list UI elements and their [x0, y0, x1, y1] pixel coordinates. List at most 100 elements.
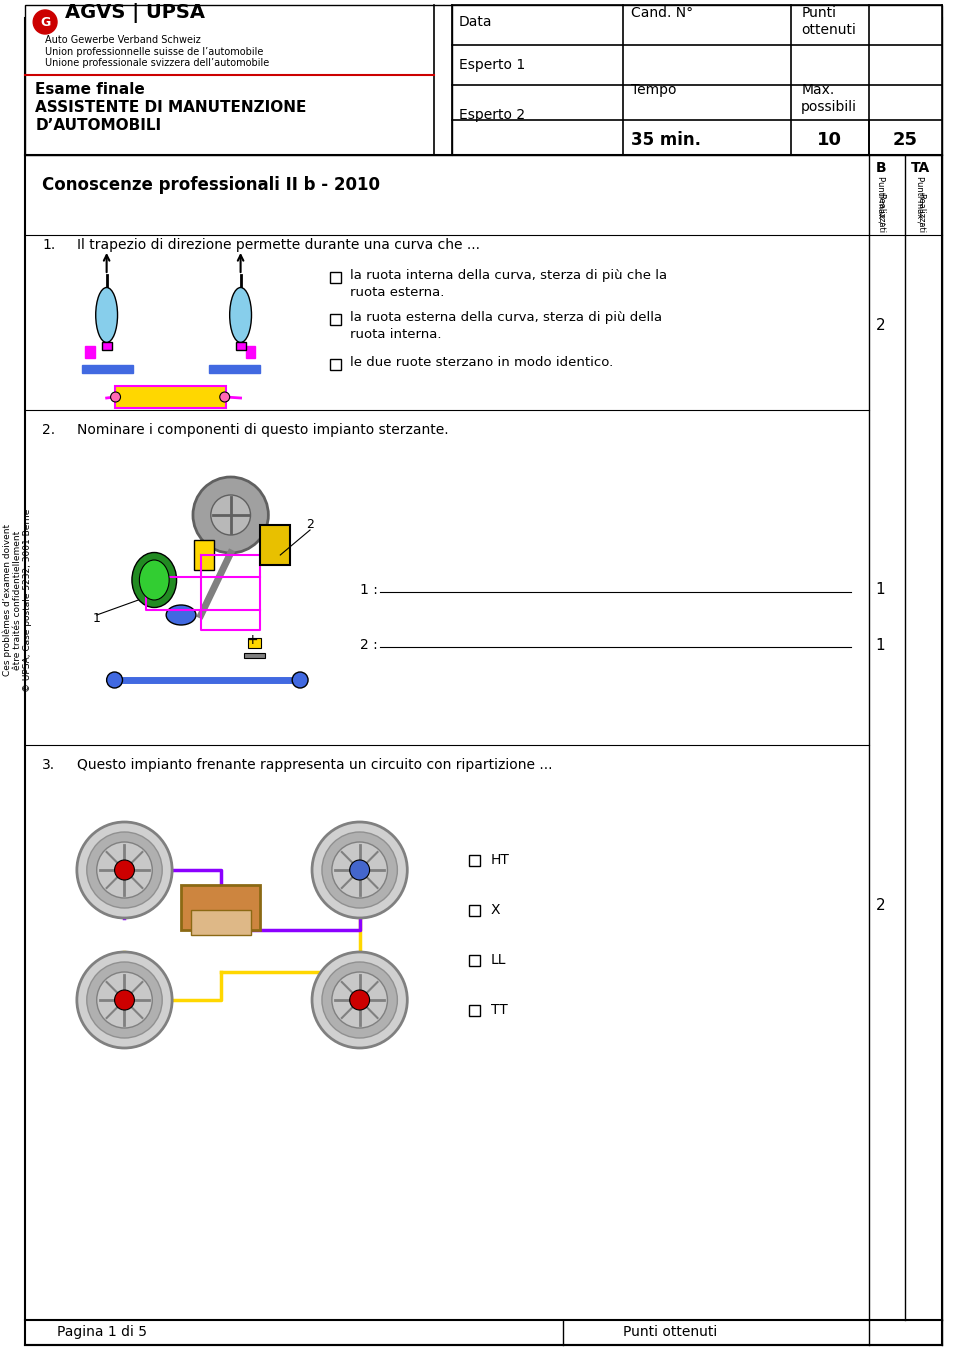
Text: Data: Data — [459, 15, 492, 29]
Text: Tempo: Tempo — [631, 83, 676, 97]
Text: le due ruote sterzano in modo identico.: le due ruote sterzano in modo identico. — [349, 357, 613, 369]
Text: possibili: possibili — [802, 99, 857, 114]
Text: TT: TT — [491, 1002, 508, 1017]
Text: Punti ottenuti: Punti ottenuti — [623, 1325, 717, 1339]
Text: Auto Gewerbe Verband Schweiz: Auto Gewerbe Verband Schweiz — [45, 35, 201, 45]
Circle shape — [77, 952, 172, 1047]
Text: ASSISTENTE DI MANUTENZIONE: ASSISTENTE DI MANUTENZIONE — [36, 99, 306, 114]
Text: 1: 1 — [876, 637, 885, 652]
Text: la ruota esterna della curva, sterza di più della: la ruota esterna della curva, sterza di … — [349, 312, 661, 324]
Text: Realizzati: Realizzati — [876, 193, 885, 233]
Bar — [235, 342, 246, 350]
Circle shape — [193, 477, 269, 553]
Text: 3.: 3. — [42, 759, 56, 772]
Bar — [246, 346, 255, 358]
Text: HT: HT — [491, 853, 510, 868]
Bar — [248, 637, 261, 648]
Text: 2: 2 — [876, 317, 885, 332]
Text: B: B — [876, 161, 886, 174]
Bar — [468, 855, 480, 866]
Circle shape — [322, 962, 397, 1038]
Circle shape — [349, 859, 370, 880]
Text: 1: 1 — [876, 583, 885, 598]
Text: 1.: 1. — [42, 238, 56, 252]
Text: 35 min.: 35 min. — [631, 131, 701, 148]
Circle shape — [211, 494, 251, 535]
Text: Unione professionale svizzera dell’automobile: Unione professionale svizzera dell’autom… — [45, 59, 270, 68]
Text: la ruota interna della curva, sterza di più che la: la ruota interna della curva, sterza di … — [349, 270, 667, 282]
Bar — [330, 315, 341, 326]
Text: Punti: Punti — [802, 5, 836, 20]
Text: +: + — [247, 633, 258, 647]
Bar — [181, 885, 260, 930]
Text: D’AUTOMOBILI: D’AUTOMOBILI — [36, 117, 161, 132]
Text: Pagina 1 di 5: Pagina 1 di 5 — [57, 1325, 147, 1339]
Bar — [209, 365, 260, 373]
Text: G: G — [40, 15, 50, 29]
Text: Union professionnelle suisse de l’automobile: Union professionnelle suisse de l’automo… — [45, 48, 263, 57]
Ellipse shape — [166, 605, 196, 625]
Text: ruota interna.: ruota interna. — [349, 328, 442, 342]
Bar — [468, 955, 480, 966]
Text: Ces problèmes d’examen doivent
être traités confidentiellement
© UPSA, Case post: Ces problèmes d’examen doivent être trai… — [2, 508, 33, 692]
Text: ottenuti: ottenuti — [802, 23, 856, 37]
Circle shape — [110, 392, 121, 402]
Text: 2: 2 — [876, 898, 885, 913]
Circle shape — [97, 842, 153, 898]
Bar — [82, 365, 133, 373]
Circle shape — [97, 972, 153, 1028]
Circle shape — [349, 990, 370, 1011]
Circle shape — [332, 842, 388, 898]
Text: Punti max /: Punti max / — [876, 176, 885, 223]
Text: Max.: Max. — [802, 83, 834, 97]
Bar — [468, 904, 480, 917]
Circle shape — [86, 962, 162, 1038]
Text: LL: LL — [491, 953, 506, 967]
Circle shape — [312, 823, 407, 918]
Text: 25: 25 — [893, 131, 918, 148]
Text: TA: TA — [911, 161, 930, 174]
Circle shape — [322, 832, 397, 908]
Bar — [452, 5, 942, 155]
Text: Esame finale: Esame finale — [36, 83, 145, 98]
Text: Nominare i componenti di questo impianto sterzante.: Nominare i componenti di questo impianto… — [77, 424, 448, 437]
Text: Cand. N°: Cand. N° — [631, 5, 693, 20]
Circle shape — [114, 859, 134, 880]
Text: 1 :: 1 : — [360, 583, 377, 597]
Bar — [468, 1005, 480, 1016]
Circle shape — [86, 832, 162, 908]
Text: Punti max /: Punti max / — [916, 176, 924, 223]
Circle shape — [77, 823, 172, 918]
Ellipse shape — [132, 553, 177, 607]
Ellipse shape — [229, 287, 252, 342]
Text: Realizzati: Realizzati — [916, 193, 924, 233]
Circle shape — [292, 671, 308, 688]
Bar — [244, 652, 265, 658]
Bar — [330, 272, 341, 283]
Text: Esperto 1: Esperto 1 — [459, 59, 525, 72]
Text: 1: 1 — [93, 612, 101, 625]
Text: X: X — [491, 903, 500, 917]
Circle shape — [107, 671, 123, 688]
Ellipse shape — [139, 560, 169, 601]
Circle shape — [34, 10, 57, 34]
Bar — [260, 524, 290, 565]
Bar — [191, 910, 251, 934]
Text: Il trapezio di direzione permette durante una curva che ...: Il trapezio di direzione permette durant… — [77, 238, 480, 252]
Bar — [194, 539, 214, 571]
Bar — [330, 360, 341, 370]
Text: 10: 10 — [817, 131, 842, 148]
Circle shape — [312, 952, 407, 1047]
Bar — [84, 346, 95, 358]
Circle shape — [332, 972, 388, 1028]
Text: 2 :: 2 : — [360, 637, 377, 652]
Text: 2.: 2. — [42, 424, 56, 437]
Ellipse shape — [96, 287, 117, 342]
Text: AGVS | UPSA: AGVS | UPSA — [65, 3, 204, 23]
Circle shape — [220, 392, 229, 402]
Text: ruota esterna.: ruota esterna. — [349, 286, 444, 300]
Circle shape — [114, 990, 134, 1011]
Text: 2: 2 — [306, 519, 314, 531]
Bar — [114, 385, 226, 409]
Text: Questo impianto frenante rappresenta un circuito con ripartizione ...: Questo impianto frenante rappresenta un … — [77, 759, 552, 772]
